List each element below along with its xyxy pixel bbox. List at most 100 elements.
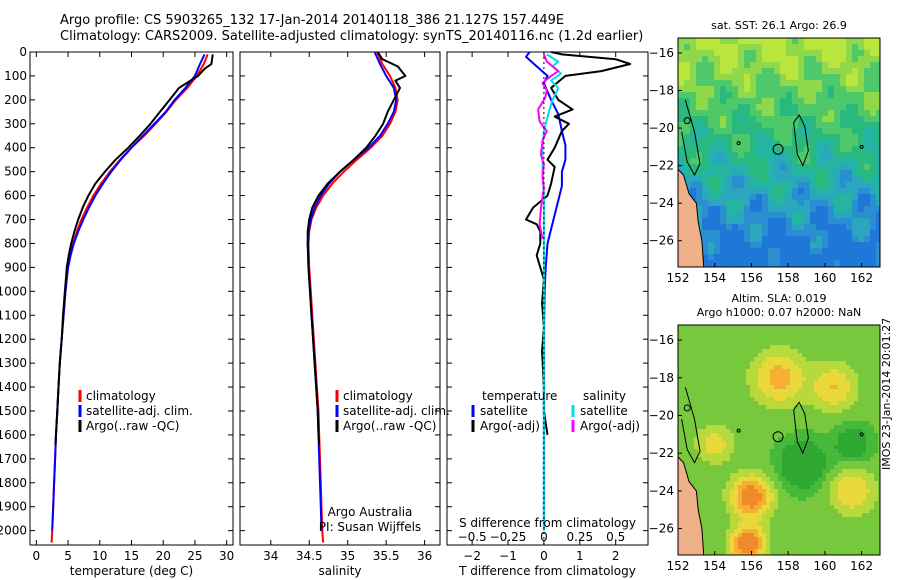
map-cell [686,421,690,425]
map-cell [826,341,830,345]
map-cell [774,333,778,337]
map-cell [870,513,874,517]
map-cell [782,441,786,445]
map-cell [708,200,714,206]
island-marker [859,432,864,437]
map-cell [846,397,850,401]
map-cell [814,453,818,457]
map-cell [834,505,838,509]
map-cell [694,405,698,409]
map-cell [838,489,842,493]
map-cell [684,146,690,152]
map-cell [702,457,706,461]
map-cell [762,437,766,441]
map-cell [678,393,682,397]
map-cell [842,397,846,401]
ytick-label: 600 [4,189,27,203]
map-cell [870,405,874,409]
map-cell [858,401,862,405]
map-cell [678,164,684,170]
map-cell [814,493,818,497]
map-cell [738,152,744,158]
map-cell [834,146,840,152]
map-cell [722,489,726,493]
map-cell [750,357,754,361]
map-cell [846,413,850,417]
map-cell [694,389,698,393]
map-cell [682,333,686,337]
map-cell [834,337,838,341]
map-cell [794,521,798,525]
map-cell [850,533,854,537]
map-cell [778,469,782,473]
map-cell [854,513,858,517]
map-cell [834,152,840,158]
map-cell [822,425,826,429]
map-cell [870,437,874,441]
map-cell [762,329,766,333]
map-cell [746,545,750,549]
map-cell [758,389,762,393]
map-cell [804,230,810,236]
map-cell [722,429,726,433]
map-cell [714,68,720,74]
map-cell [766,481,770,485]
map-cell [834,373,838,377]
map-cell [858,176,864,182]
map-cell [732,152,738,158]
map-cell [732,224,738,230]
map-cell [750,62,756,68]
map-cell [766,505,770,509]
map-cell [698,445,702,449]
map-cell [708,98,714,104]
map-cell [762,433,766,437]
map-cell [770,425,774,429]
map-cell [734,437,738,441]
map-cell [750,188,756,194]
map-cell [720,104,726,110]
map-cell [758,365,762,369]
map-cell [726,397,730,401]
map-cell [694,485,698,489]
map-cell [778,425,782,429]
map-cell [790,517,794,521]
map-cell [750,377,754,381]
map-cell [696,176,702,182]
map-cell [862,457,866,461]
map-cell [714,361,718,365]
map-cell [750,134,756,140]
map-cell [794,369,798,373]
map-cell [694,473,698,477]
map-cell [762,373,766,377]
map-cell [782,553,786,555]
map-cell [730,437,734,441]
map-cell [810,533,814,537]
map-cell [852,146,858,152]
map-cell [732,206,738,212]
map-cell [814,429,818,433]
map-cell [746,369,750,373]
map-cell [770,361,774,365]
map-cell [746,525,750,529]
map-cell [732,104,738,110]
map-cell [810,224,816,230]
map-cell [834,122,840,128]
map-cell [766,457,770,461]
map-cell [878,361,880,365]
map-cell [838,501,842,505]
map-cell [878,445,880,449]
map-cell [744,98,750,104]
map-cell [718,481,722,485]
map-cell [738,146,744,152]
map-cell [818,445,822,449]
map-cell [708,80,714,86]
map-cell [750,469,754,473]
map-xtick-label: 154 [703,559,726,573]
map-cell [720,128,726,134]
map-cell [754,421,758,425]
map-cell [870,176,876,182]
map-cell [802,513,806,517]
map-cell [852,230,858,236]
map-cell [846,417,850,421]
map-cell [822,417,826,421]
